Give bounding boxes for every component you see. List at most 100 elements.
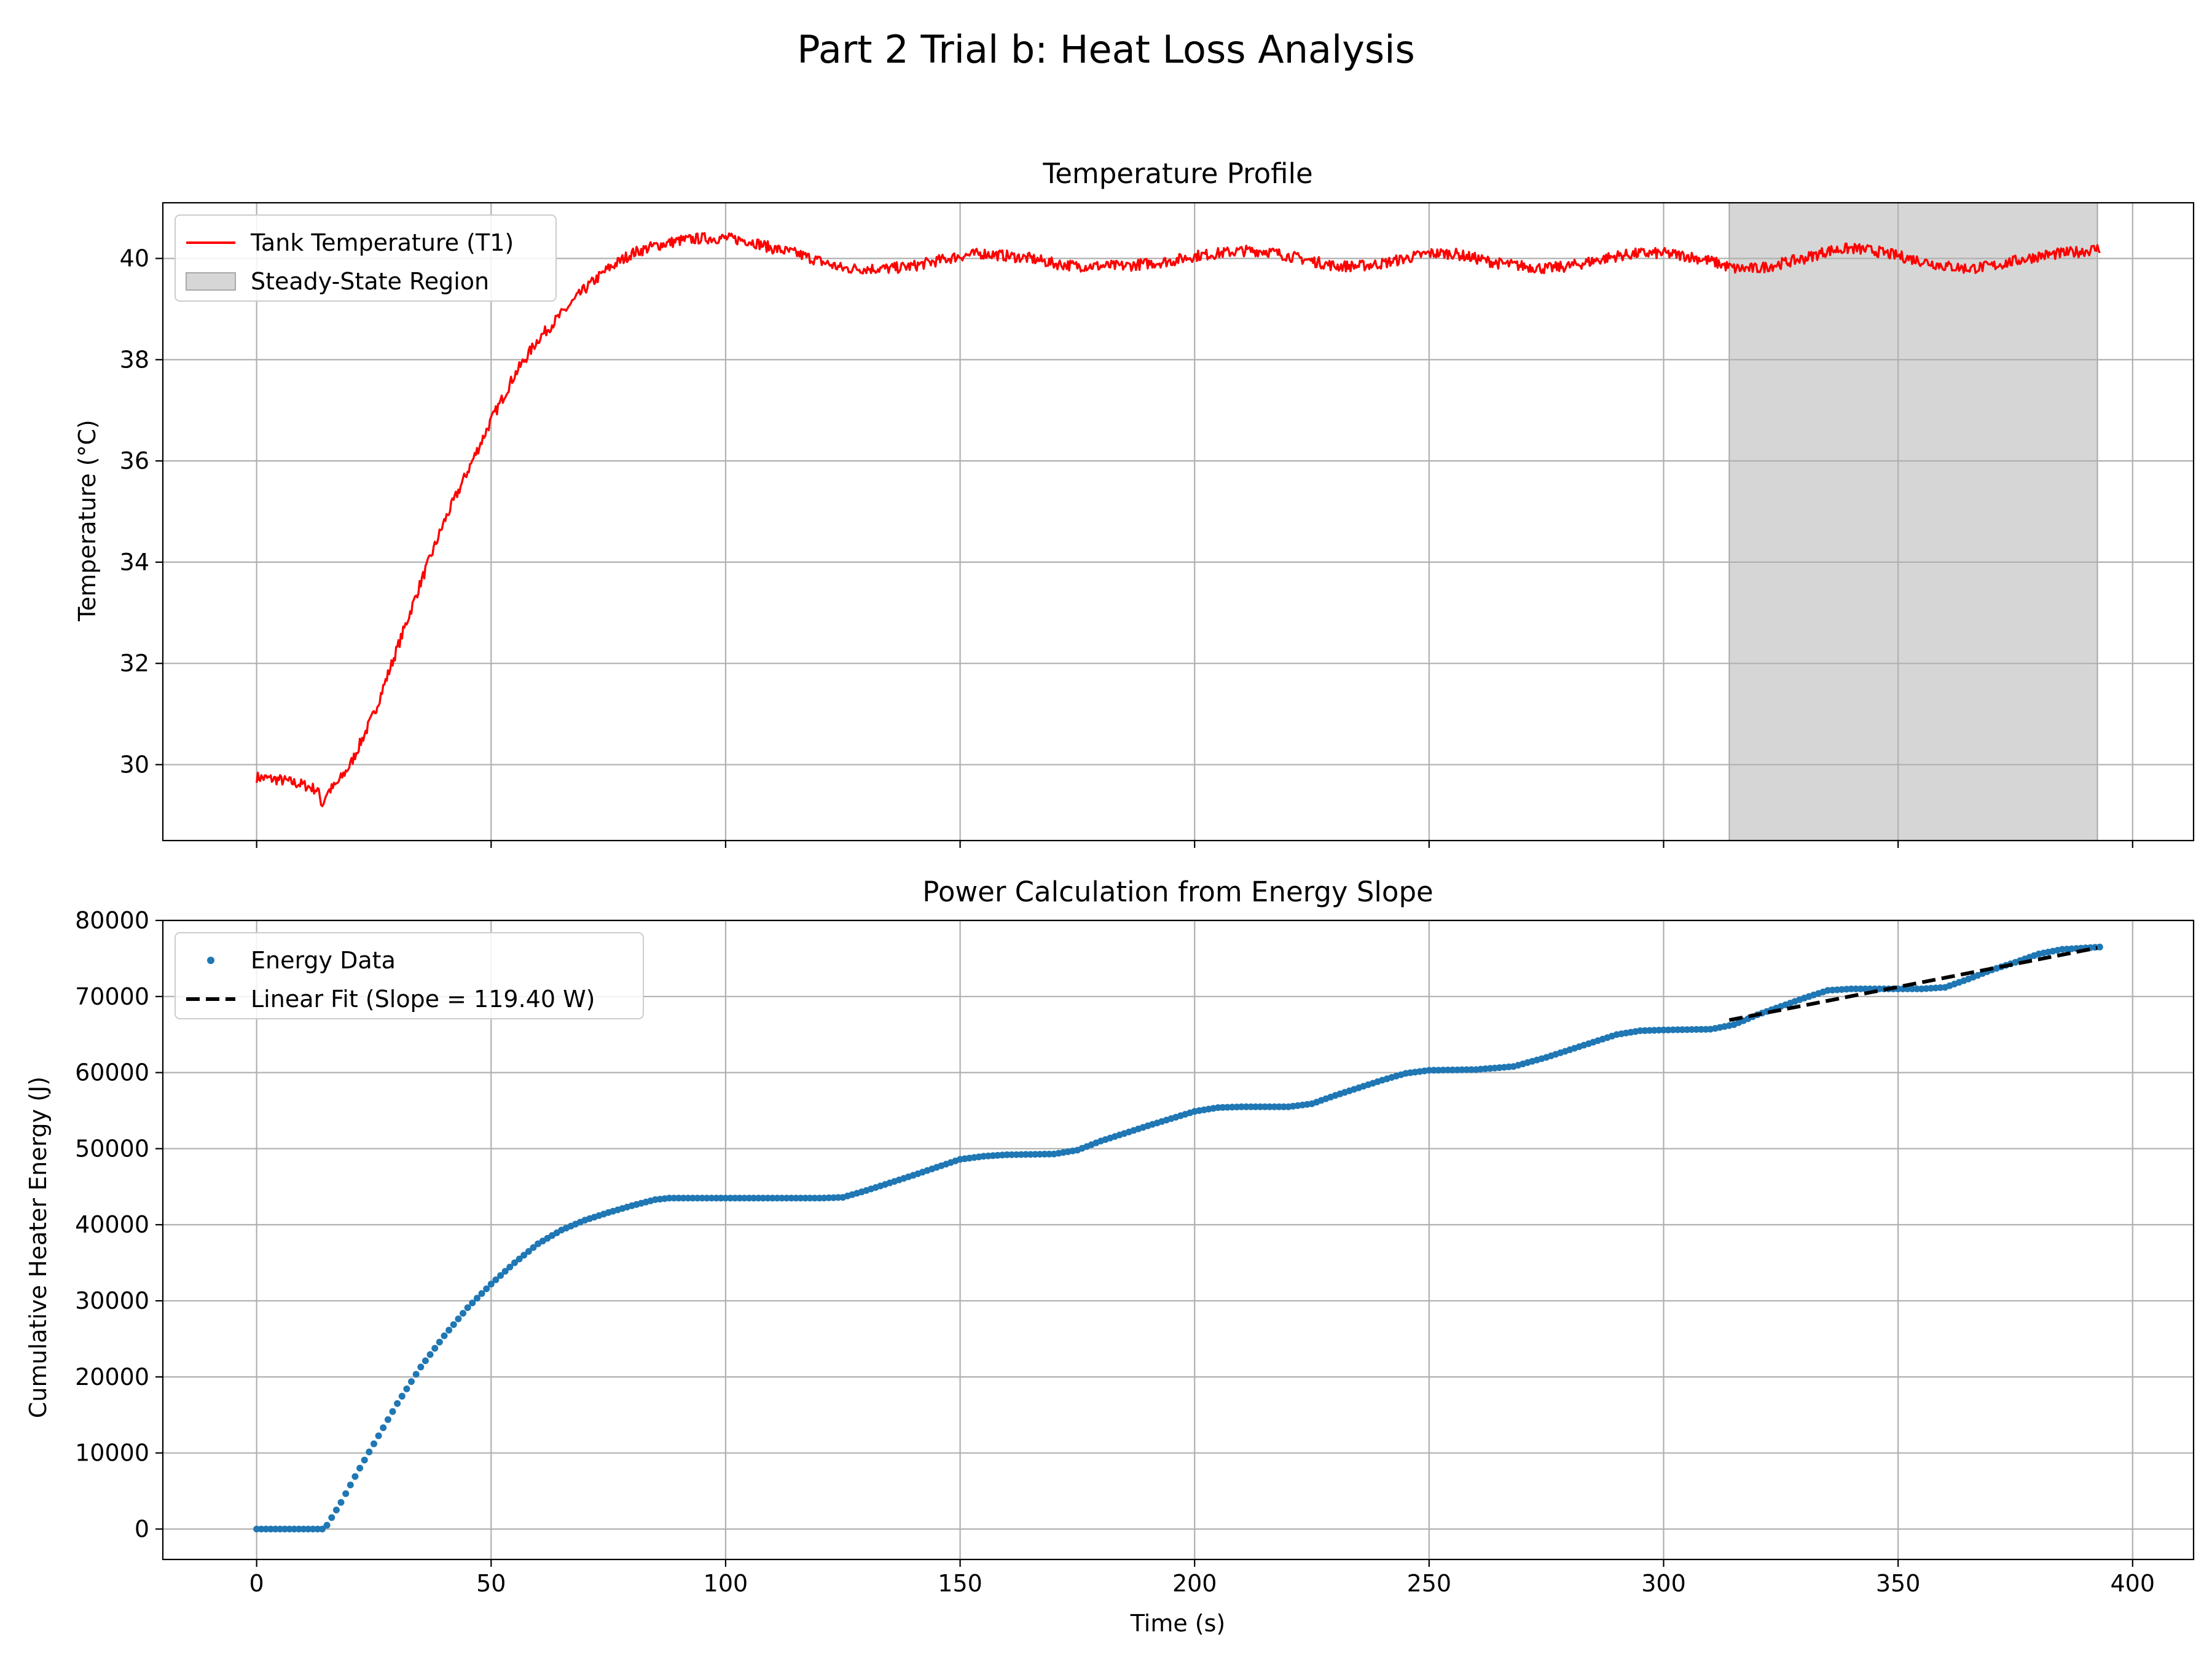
energy-data-point-4 bbox=[272, 1526, 279, 1532]
energy-data-point-55 bbox=[511, 1259, 518, 1266]
energy-legend-label-0: Energy Data bbox=[251, 947, 396, 974]
energy-data-point-117 bbox=[802, 1194, 809, 1202]
energy-data-point-37 bbox=[426, 1351, 434, 1358]
energy-x-tick-label-7: 350 bbox=[1876, 1570, 1921, 1597]
energy-data-point-207 bbox=[1224, 1104, 1231, 1111]
energy-data-point-40 bbox=[441, 1332, 448, 1339]
energy-data-point-30 bbox=[394, 1400, 401, 1407]
energy-data-point-93 bbox=[689, 1194, 696, 1202]
energy-data-point-42 bbox=[450, 1321, 457, 1328]
energy-data-point-18 bbox=[337, 1499, 345, 1506]
energy-data-point-252 bbox=[1435, 1067, 1442, 1074]
energy-data-point-100 bbox=[722, 1194, 729, 1202]
energy-data-point-104 bbox=[741, 1194, 748, 1202]
energy-data-point-29 bbox=[389, 1408, 396, 1415]
energy-x-tick-label-1: 50 bbox=[476, 1570, 506, 1597]
energy-data-point-53 bbox=[501, 1268, 509, 1275]
energy-data-point-48 bbox=[478, 1290, 485, 1297]
energy-data-point-28 bbox=[384, 1416, 391, 1423]
linear-fit-line bbox=[1728, 946, 2098, 1022]
energy-data-point-54 bbox=[506, 1263, 514, 1271]
figure-suptitle: Part 2 Trial b: Heat Loss Analysis bbox=[797, 27, 1415, 72]
energy-data-point-215 bbox=[1261, 1103, 1269, 1110]
energy-data-point-251 bbox=[1430, 1067, 1437, 1074]
energy-data-point-27 bbox=[380, 1424, 387, 1432]
energy-data-points bbox=[253, 943, 2103, 1532]
energy-data-point-16 bbox=[328, 1514, 335, 1521]
energy-data-point-33 bbox=[408, 1378, 415, 1385]
energy-data-point-161 bbox=[1008, 1151, 1015, 1158]
energy-legend-label-1: Linear Fit (Slope = 119.40 W) bbox=[251, 986, 595, 1013]
temp-y-tick-label-1: 32 bbox=[120, 650, 149, 677]
energy-data-point-218 bbox=[1276, 1103, 1283, 1110]
energy-data-point-52 bbox=[497, 1272, 504, 1279]
legend-steady-state-handle bbox=[186, 272, 236, 291]
energy-data-point-302 bbox=[1669, 1026, 1677, 1033]
energy-x-tick-label-4: 200 bbox=[1172, 1570, 1217, 1597]
temp-axes-frame bbox=[162, 202, 2195, 842]
energy-data-point-258 bbox=[1463, 1066, 1470, 1073]
energy-data-point-353 bbox=[1908, 985, 1916, 992]
energy-y-tick-label-2: 20000 bbox=[75, 1363, 149, 1390]
energy-data-point-300 bbox=[1660, 1026, 1667, 1033]
energy-data-point-17 bbox=[332, 1507, 340, 1513]
energy-data-point-211 bbox=[1242, 1103, 1250, 1110]
energy-data-point-304 bbox=[1679, 1026, 1686, 1033]
energy-data-point-102 bbox=[731, 1194, 739, 1202]
time-axis-label: Time (s) bbox=[1130, 1610, 1226, 1637]
energy-data-point-108 bbox=[759, 1194, 767, 1202]
energy-data-point-88 bbox=[665, 1194, 673, 1202]
temp-y-tick-label-2: 34 bbox=[120, 549, 149, 576]
legend-energy-handle bbox=[207, 957, 214, 964]
power-calculation-axes: Power Calculation from Energy Slope Cumu… bbox=[25, 876, 2195, 1637]
energy-data-point-47 bbox=[473, 1295, 480, 1302]
energy-y-tick-label-4: 40000 bbox=[75, 1211, 149, 1238]
energy-data-point-160 bbox=[1003, 1151, 1011, 1158]
energy-data-point-23 bbox=[361, 1456, 368, 1464]
energy-data-point-41 bbox=[445, 1327, 453, 1334]
energy-data-point-169 bbox=[1046, 1150, 1053, 1158]
energy-data-point-10 bbox=[300, 1526, 307, 1532]
energy-data-point-39 bbox=[436, 1338, 443, 1346]
temp-y-tick-label-3: 36 bbox=[120, 447, 149, 474]
energy-data-point-97 bbox=[708, 1194, 715, 1202]
energy-data-point-113 bbox=[783, 1194, 790, 1202]
energy-data-point-5 bbox=[276, 1526, 284, 1532]
tank-temperature-line bbox=[256, 232, 2101, 807]
energy-x-tick-label-5: 250 bbox=[1407, 1570, 1452, 1597]
energy-data-point-306 bbox=[1688, 1026, 1695, 1033]
temp-y-tick-label-4: 38 bbox=[120, 346, 149, 373]
energy-data-point-216 bbox=[1266, 1103, 1273, 1110]
energy-data-point-253 bbox=[1440, 1067, 1447, 1073]
energy-x-tick-label-0: 0 bbox=[249, 1570, 264, 1597]
energy-data-point-110 bbox=[769, 1194, 776, 1202]
power-calculation-title: Power Calculation from Energy Slope bbox=[922, 876, 1433, 908]
energy-data-point-118 bbox=[806, 1194, 814, 1202]
energy-data-point-31 bbox=[398, 1392, 406, 1400]
energy-data-point-57 bbox=[520, 1252, 528, 1259]
energy-y-tick-label-6: 60000 bbox=[75, 1059, 149, 1086]
energy-x-tick-label-8: 400 bbox=[2111, 1570, 2155, 1597]
energy-data-point-91 bbox=[680, 1194, 687, 1202]
energy-data-point-212 bbox=[1247, 1103, 1255, 1110]
energy-data-point-115 bbox=[792, 1194, 799, 1202]
energy-data-point-105 bbox=[745, 1194, 753, 1202]
energy-data-point-254 bbox=[1444, 1066, 1451, 1073]
temp-y-tick-label-0: 30 bbox=[120, 751, 149, 778]
temp-legend-label-1: Steady-State Region bbox=[251, 268, 489, 295]
energy-data-point-99 bbox=[717, 1194, 724, 1202]
energy-data-point-44 bbox=[460, 1309, 466, 1317]
energy-data-point-59 bbox=[530, 1244, 537, 1251]
energy-data-point-301 bbox=[1665, 1026, 1672, 1033]
energy-data-point-9 bbox=[295, 1526, 302, 1532]
energy-data-point-50 bbox=[487, 1281, 495, 1288]
energy-data-point-95 bbox=[699, 1194, 706, 1202]
energy-data-point-6 bbox=[281, 1526, 288, 1532]
energy-data-point-295 bbox=[1636, 1027, 1644, 1034]
energy-data-point-58 bbox=[525, 1248, 532, 1255]
energy-data-point-168 bbox=[1041, 1150, 1048, 1158]
energy-data-point-308 bbox=[1698, 1026, 1705, 1033]
temp-plot-layer bbox=[163, 202, 2194, 841]
energy-data-point-8 bbox=[291, 1526, 298, 1532]
energy-data-point-98 bbox=[713, 1194, 720, 1202]
